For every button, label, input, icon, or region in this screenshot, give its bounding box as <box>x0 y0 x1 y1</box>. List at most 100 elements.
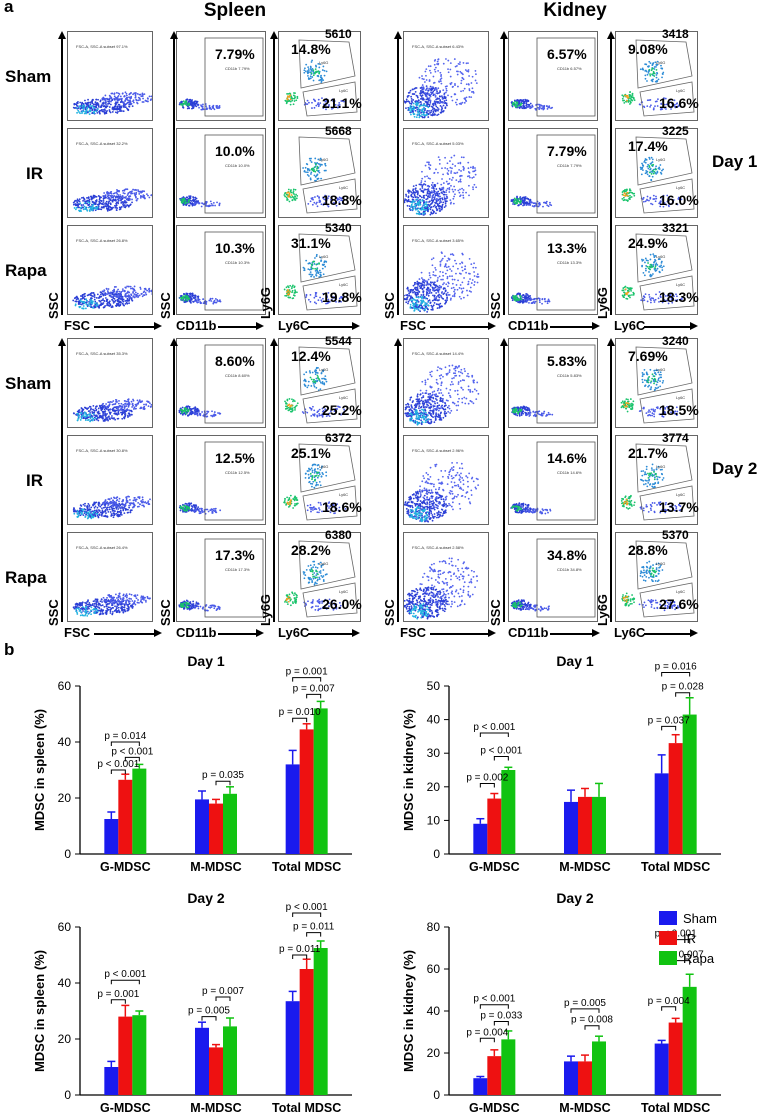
y-tick-label: 10 <box>427 813 441 827</box>
row-label-sham: Sham <box>5 374 52 393</box>
gate-text: Ly6C <box>339 88 349 93</box>
y-tick-label: 40 <box>427 713 441 727</box>
bar-rapa <box>223 1026 237 1095</box>
bar-sham <box>473 1078 488 1095</box>
cd11b-gate <box>204 538 264 618</box>
significance-bracket <box>661 672 691 677</box>
gate-text: Ly6G <box>656 561 666 566</box>
y-tick-label: 40 <box>58 976 72 990</box>
arrow-head <box>170 31 178 39</box>
gate-text: Ly6G <box>656 254 666 259</box>
bar-rapa <box>313 948 328 1095</box>
ly6g-gate <box>635 136 693 186</box>
bar-ir <box>668 743 683 854</box>
p-value-label: p = 0.004 <box>466 1027 508 1038</box>
axis-arrow-horizontal <box>218 326 258 328</box>
spleen-cd11b-ssc-plot: 8.60% CD11b 8.60% <box>176 338 266 428</box>
gate-text: Ly6C <box>676 185 686 190</box>
gate-text: CD11b 10.3% <box>225 260 250 265</box>
kidney-fsc-ssc-plot: FSC-A, SSC-A subset 2.96% <box>403 435 489 525</box>
row-label-rapa: Rapa <box>5 568 47 587</box>
axis-arrow-horizontal <box>308 633 354 635</box>
ly6c-gate <box>302 485 358 521</box>
gate-text: Ly6G <box>319 254 329 259</box>
cd11b-percent: 12.5% <box>215 450 255 466</box>
ly6g-gate <box>298 540 356 590</box>
x-category-label: M-MDSC <box>190 1101 241 1112</box>
p-value-label: p < 0.001 <box>111 746 153 757</box>
axis-label-ly6c: Ly6C <box>614 625 646 640</box>
ly6c-gate <box>302 275 358 311</box>
bar-ir <box>209 803 223 854</box>
m-mdsc-percent: 16.6% <box>659 95 699 111</box>
bar-sham <box>564 1061 578 1095</box>
spleen-ly6c-ly6g-plot: Ly6G Ly6C <box>278 532 361 622</box>
axis-label-cd11b: CD11b <box>508 625 549 640</box>
arrow-head <box>500 31 508 39</box>
scatter-dots <box>621 39 695 117</box>
m-mdsc-percent: 16.0% <box>659 192 699 208</box>
y-tick-label: 30 <box>427 746 441 760</box>
kidney-fsc-ssc-plot: FSC-A, SSC-A subset 3.65% <box>403 225 489 315</box>
bar-rapa <box>682 986 697 1095</box>
gate-text: CD11b 7.79% <box>557 163 582 168</box>
arrow-head <box>256 322 264 330</box>
cd11b-percent: 8.60% <box>215 353 255 369</box>
bar-rapa <box>592 796 606 854</box>
m-mdsc-percent: 18.6% <box>322 499 362 515</box>
ly6c-gate <box>639 275 695 311</box>
x-category-label: Total MDSC <box>641 860 710 874</box>
p-value-label: p = 0.002 <box>466 772 508 783</box>
bar-ir <box>578 796 592 854</box>
gate-text: Ly6G <box>656 367 666 372</box>
axis-arrow-horizontal <box>644 633 692 635</box>
significance-bracket <box>675 692 691 697</box>
y-tick-label: 20 <box>58 1032 72 1046</box>
kidney-ly6c-ly6g-plot: Ly6G Ly6C <box>615 532 698 622</box>
scatter-dots <box>72 495 152 520</box>
bar-ir <box>668 1022 683 1095</box>
y-tick-label: 50 <box>427 679 441 693</box>
legend-label-sham: Sham <box>683 911 717 926</box>
ly6g-gate <box>298 443 356 493</box>
kidney-cd11b-ssc-plot: 6.57% CD11b 6.57% <box>508 31 598 121</box>
ly6g-gate <box>298 136 356 186</box>
spleen-cd11b-ssc-plot: 17.3% CD11b 17.3% <box>176 532 266 622</box>
significance-bracket <box>306 693 322 699</box>
cd11b-gate <box>204 231 264 311</box>
x-category-label: M-MDSC <box>190 860 241 874</box>
scatter-dots <box>621 540 695 618</box>
axis-arrow-horizontal <box>94 326 156 328</box>
ly6c-gate <box>639 582 695 618</box>
axis-arrow-vertical <box>503 37 505 315</box>
kidney-cd11b-ssc-plot: 14.6% CD11b 14.6% <box>508 435 598 525</box>
x-category-label: G-MDSC <box>469 1101 520 1112</box>
event-count: 3418 <box>662 27 689 41</box>
significance-bracket <box>584 1025 600 1030</box>
g-mdsc-percent: 21.7% <box>628 445 668 461</box>
y-tick-label: 20 <box>58 791 72 805</box>
axis-arrow-horizontal <box>644 326 692 328</box>
ly6g-gate <box>635 233 693 283</box>
p-value-label: p = 0.011 <box>293 922 335 933</box>
p-value-label: p = 0.001 <box>97 989 139 1000</box>
y-tick-label: 60 <box>58 920 72 934</box>
bar-sham <box>104 819 119 854</box>
significance-bracket <box>292 954 308 959</box>
p-value-label: p = 0.005 <box>188 1006 230 1017</box>
g-mdsc-percent: 28.2% <box>291 542 331 558</box>
arrow-head <box>607 31 615 39</box>
bar-rapa <box>682 714 697 854</box>
gate-text: Ly6C <box>339 395 349 400</box>
axis-label-cd11b: CD11b <box>176 318 217 333</box>
significance-bracket <box>479 732 509 738</box>
ly6g-gate <box>298 39 356 89</box>
panel-a-letter: a <box>4 0 14 16</box>
bar-sham <box>195 799 209 854</box>
x-category-label: Total MDSC <box>272 860 341 874</box>
scatter-dots <box>621 233 695 311</box>
p-value-label: p = 0.008 <box>571 1015 613 1026</box>
bar-rapa <box>501 770 516 854</box>
p-value-label: p < 0.001 <box>97 759 139 770</box>
axis-label-ly6c: Ly6C <box>614 318 646 333</box>
